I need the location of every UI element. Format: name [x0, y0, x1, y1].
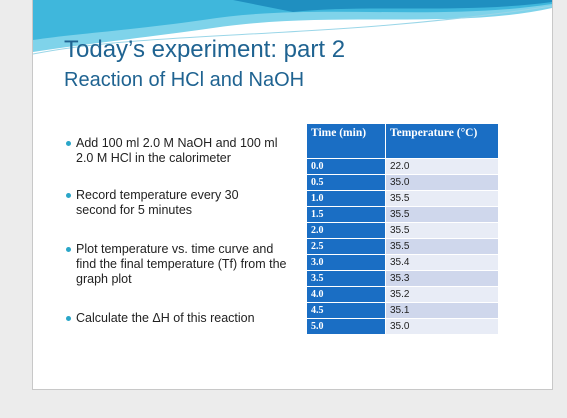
table-row: 4.0 35.2	[306, 286, 499, 303]
table-row: 3.5 35.3	[306, 270, 499, 287]
temperature-cell: 35.0	[385, 318, 499, 335]
data-table: Time (min) Temperature (°C) 0.0 22.0 0.5 35…	[306, 123, 499, 335]
temperature-cell: 35.0	[385, 174, 499, 191]
time-cell: 2.0	[306, 222, 386, 239]
time-cell: 0.0	[306, 158, 386, 175]
temperature-cell: 35.5	[385, 222, 499, 239]
table-row: 1.0 35.5	[306, 190, 499, 207]
temperature-cell: 35.4	[385, 254, 499, 271]
wave	[233, 0, 552, 12]
bullet: Add 100 ml 2.0 M NaOH and 100 ml 2.0 M H…	[66, 136, 294, 166]
time-cell: 1.5	[306, 206, 386, 223]
temperature-cell: 35.5	[385, 206, 499, 223]
table-row: 4.5 35.1	[306, 302, 499, 319]
table-row: 0.0 22.0	[306, 158, 499, 175]
subtitle: Reaction of HCl and NaOH	[64, 69, 305, 91]
time-cell: 2.5	[306, 238, 386, 255]
header-cell: Temperature (°C)	[385, 123, 499, 159]
time-cell: 0.5	[306, 174, 386, 191]
table-row: 2.0 35.5	[306, 222, 499, 239]
header-decoration	[33, 0, 552, 55]
time-cell: 4.5	[306, 302, 386, 319]
table-row: 3.0 35.4	[306, 254, 499, 271]
bullet: Calculate the ΔH of this reaction	[66, 311, 306, 326]
time-cell: 3.0	[306, 254, 386, 271]
temperature-cell: 35.1	[385, 302, 499, 319]
bullet: Record temperature every 30 second for 5…	[66, 188, 276, 218]
time-cell: 4.0	[306, 286, 386, 303]
temperature-cell: 35.3	[385, 270, 499, 287]
bullet: Plot temperature vs. time curve and find…	[66, 242, 294, 287]
time-cell: 3.5	[306, 270, 386, 287]
table-row: 5.0 35.0	[306, 318, 499, 335]
header-cell: Time (min)	[306, 123, 386, 159]
slide: Today’s experiment: part 2 Reaction of H…	[32, 0, 553, 390]
time-cell: 1.0	[306, 190, 386, 207]
temperature-cell: 35.2	[385, 286, 499, 303]
temperature-cell: 35.5	[385, 238, 499, 255]
title: Today’s experiment: part 2	[64, 36, 346, 63]
table-row: 2.5 35.5	[306, 238, 499, 255]
temperature-cell: 22.0	[385, 158, 499, 175]
header-row: Time (min) Temperature (°C)	[306, 123, 499, 159]
temperature-cell: 35.5	[385, 190, 499, 207]
table-row: 0.5 35.0	[306, 174, 499, 191]
table-body: 0.0 22.0 0.5 35.0 1.0 35.5 1.5 35.5 2.0 35.5 2.5 35…	[306, 158, 499, 335]
wave-line	[33, 5, 552, 55]
wave	[33, 0, 552, 40]
time-cell: 5.0	[306, 318, 386, 335]
table-row: 1.5 35.5	[306, 206, 499, 223]
